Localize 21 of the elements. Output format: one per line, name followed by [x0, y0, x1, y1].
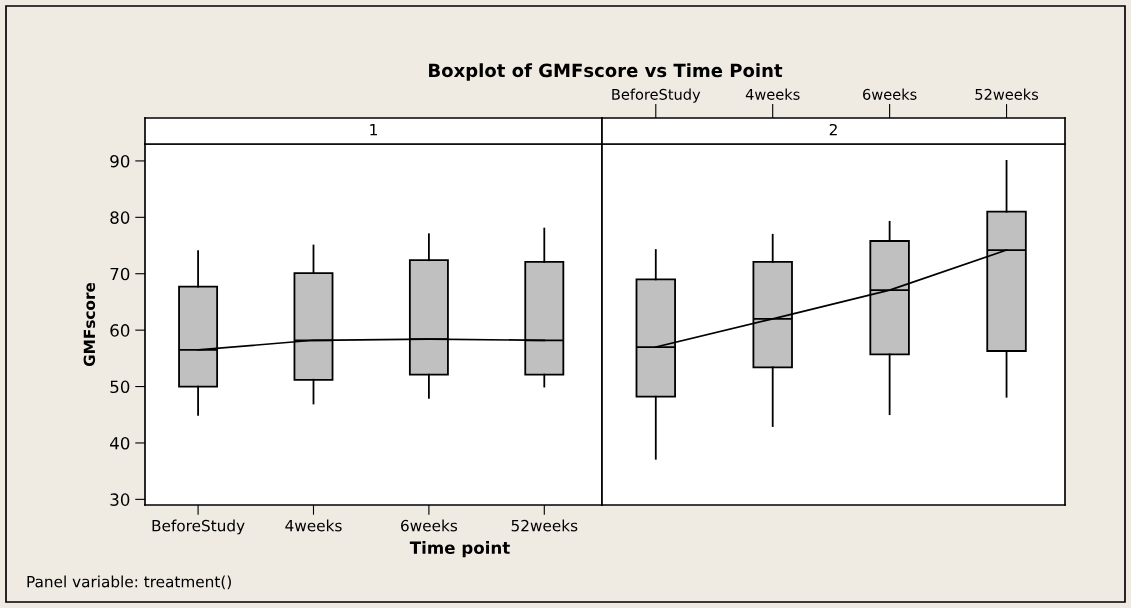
chart-subtitle: 2 — [829, 123, 837, 136]
text: Panel variable: treatment() — [27, 575, 231, 590]
x-tick-label: 6weeks — [401, 519, 458, 532]
x-tick-label: 52weeks — [511, 519, 578, 532]
y-tick-label: 60 — [110, 324, 130, 337]
x-tick-label: 6weeks — [863, 88, 917, 100]
y-tick-label: 70 — [110, 267, 130, 281]
chart-subtitle: 1 — [370, 124, 377, 136]
y-tick-label: 40 — [110, 436, 130, 450]
y-tick-label: 30 — [110, 493, 130, 506]
x-tick-label: 52weeks — [975, 88, 1039, 100]
y-axis-title: GMFscore — [83, 282, 96, 367]
x-tick-label: BeforeStudy — [152, 519, 245, 535]
y-tick-label: 80 — [110, 211, 130, 224]
chart-title: Boxplot of GMFscore vs Time Point — [429, 63, 783, 81]
y-tick-label: 50 — [110, 380, 130, 394]
x-axis-title: Time point — [409, 541, 510, 558]
y-tick-label: 90 — [110, 154, 130, 168]
x-tick-label: BeforeStudy — [612, 88, 701, 103]
x-tick-label: 4weeks — [745, 88, 800, 100]
x-tick-label: 4weeks — [285, 519, 342, 532]
